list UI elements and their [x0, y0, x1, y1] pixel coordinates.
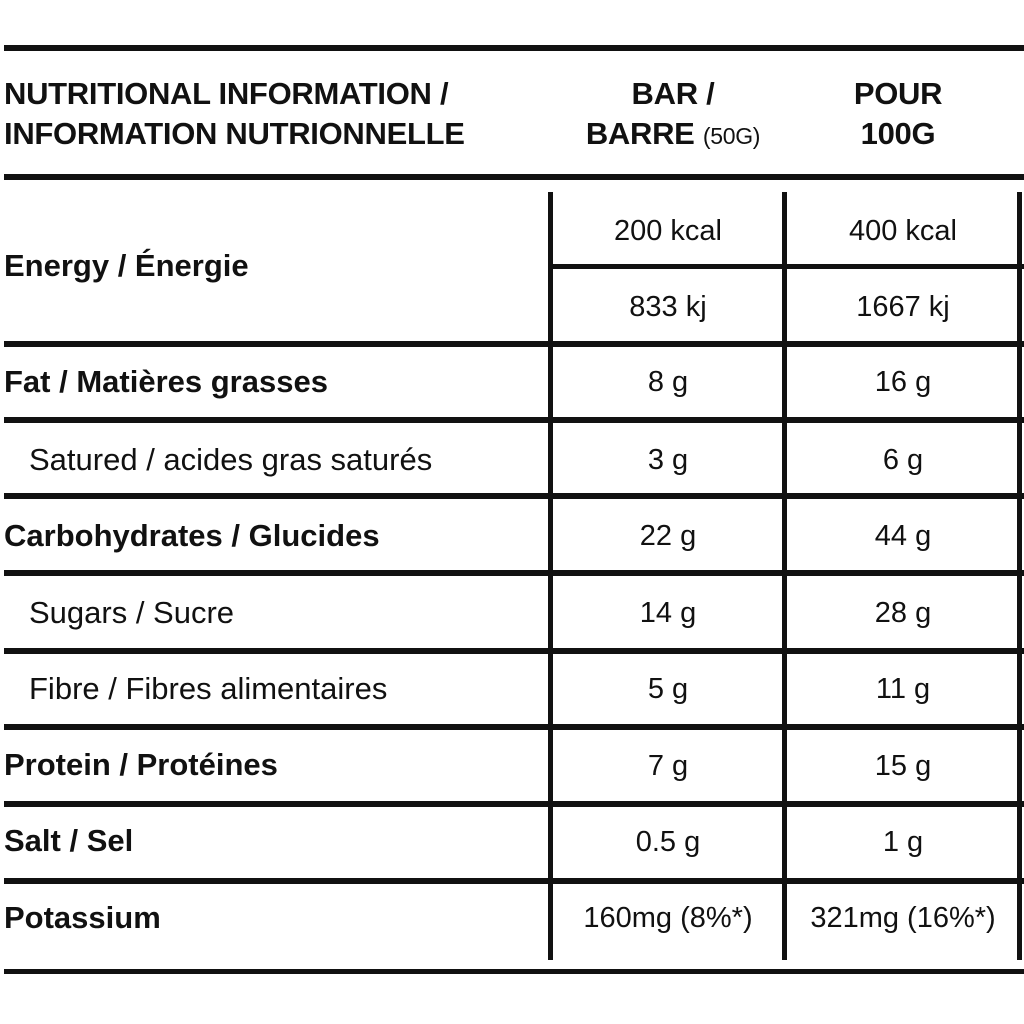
energy-sub-rule	[548, 264, 1024, 269]
rule-after-salt	[4, 878, 1024, 884]
row-label-fat: Fat / Matières grasses	[4, 364, 328, 399]
row-label-sugars: Sugars / Sucre	[29, 595, 235, 630]
rule-after-carbohydrates	[4, 570, 1024, 576]
rule-after-protein	[4, 801, 1024, 807]
column-header-bar-line-1: BAR /	[631, 76, 715, 111]
carbohydrates-bar-value: 22 g	[639, 520, 697, 552]
protein-per100-value: 15 g	[874, 750, 932, 782]
column-header-bar-weight: (50G)	[702, 123, 761, 149]
potassium-per100-value: 321mg (16%*)	[810, 902, 996, 934]
sugars-bar-value: 14 g	[639, 597, 697, 629]
rule-after-saturated	[4, 493, 1024, 499]
energy-bar-kj: 833 kj	[629, 291, 707, 323]
row-label-potassium: Potassium	[4, 900, 161, 935]
salt-per100-value: 1 g	[882, 826, 924, 858]
column-header-per100-line-1: POUR	[853, 76, 943, 111]
row-label-saturated: Satured / acides gras saturés	[29, 442, 433, 477]
rule-after-sugars	[4, 648, 1024, 654]
saturated-per100-value: 6 g	[882, 444, 924, 476]
column-divider-right	[1017, 192, 1022, 960]
table-title-line-1: NUTRITIONAL INFORMATION /	[4, 76, 449, 111]
row-label-carbohydrates: Carbohydrates / Glucides	[4, 518, 380, 553]
salt-bar-value: 0.5 g	[635, 826, 701, 858]
protein-bar-value: 7 g	[647, 750, 689, 782]
top-rule	[4, 45, 1024, 51]
rule-after-fibre	[4, 724, 1024, 730]
column-divider-middle	[782, 192, 787, 960]
fibre-bar-value: 5 g	[647, 673, 689, 705]
carbohydrates-per100-value: 44 g	[874, 520, 932, 552]
column-header-bar: BAR / BARRE (50G)	[553, 74, 793, 156]
energy-per100-kj: 1667 kj	[856, 291, 950, 323]
rule-after-fat	[4, 417, 1024, 423]
table-title-line-2: INFORMATION NUTRIONNELLE	[4, 116, 465, 151]
energy-per100-kcal: 400 kcal	[848, 215, 957, 247]
column-header-bar-line-2: BARRE (50G)	[553, 114, 793, 156]
column-header-per100-line-2: 100G	[860, 116, 936, 151]
header-rule	[4, 174, 1024, 180]
row-label-energy: Energy / Énergie	[4, 248, 249, 283]
column-divider-left	[548, 192, 553, 960]
column-header-per100: POUR 100G	[788, 74, 1008, 154]
saturated-bar-value: 3 g	[647, 444, 689, 476]
energy-bar-kcal: 200 kcal	[613, 215, 722, 247]
sugars-per100-value: 28 g	[874, 597, 932, 629]
fat-per100-value: 16 g	[874, 366, 932, 398]
column-header-bar-text: BARRE	[585, 116, 695, 151]
potassium-bar-value: 160mg (8%*)	[583, 902, 753, 934]
fat-bar-value: 8 g	[647, 366, 689, 398]
bottom-rule	[4, 969, 1024, 974]
row-label-fibre: Fibre / Fibres alimentaires	[29, 671, 388, 706]
rule-after-energy	[4, 341, 1024, 347]
fibre-per100-value: 11 g	[875, 673, 931, 705]
row-label-salt: Salt / Sel	[4, 823, 134, 858]
row-label-protein: Protein / Protéines	[4, 747, 278, 782]
